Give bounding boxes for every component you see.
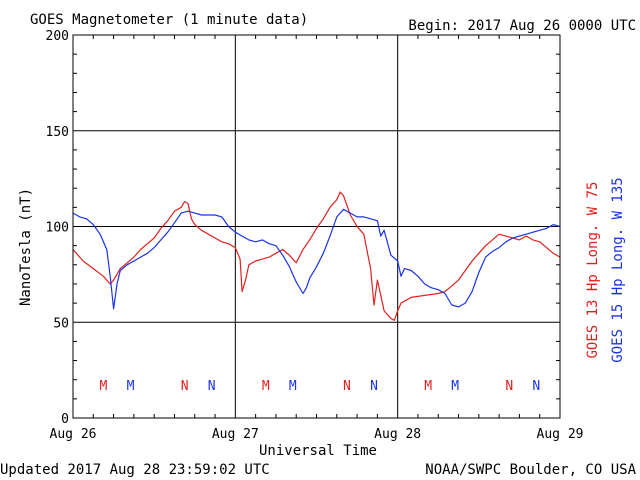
x-axis-label: Universal Time xyxy=(259,443,377,459)
plot-frame xyxy=(72,34,561,419)
x-tick-label: Aug 27 xyxy=(212,427,259,442)
y-tick-label: 100 xyxy=(46,221,69,236)
y-tick-label: 150 xyxy=(46,125,69,140)
x-tick-label: Aug 26 xyxy=(50,427,97,442)
legend-goes13: GOES 13 Hp Long. W 75 xyxy=(585,181,601,358)
x-tick-label: Aug 29 xyxy=(537,427,584,442)
y-tick-label: 50 xyxy=(53,316,69,331)
marker-m-label: M xyxy=(424,379,432,394)
grid xyxy=(73,35,560,418)
marker-n-label: N xyxy=(343,379,351,394)
marker-m-label: M xyxy=(451,379,459,394)
marker-n-label: N xyxy=(532,379,540,394)
legend-goes15: GOES 15 Hp Long. W 135 xyxy=(610,177,626,362)
credit: NOAA/SWPC Boulder, CO USA xyxy=(425,462,636,478)
y-axis-label: NanoTesla (nT) xyxy=(18,188,34,306)
series-goes13-line xyxy=(72,191,561,321)
marker-m-label: M xyxy=(289,379,297,394)
chart-title: GOES Magnetometer (1 minute data) xyxy=(30,12,308,28)
marker-n-label: N xyxy=(370,379,378,394)
series-goes15-line xyxy=(72,208,561,310)
y-tick-label: 0 xyxy=(61,412,69,427)
series-lines xyxy=(72,191,561,321)
marker-n-label: N xyxy=(208,379,216,394)
marker-m-label: M xyxy=(262,379,270,394)
begin-time: Begin: 2017 Aug 26 0000 UTC xyxy=(408,18,636,34)
marker-m-label: M xyxy=(127,379,135,394)
marker-m-label: M xyxy=(100,379,108,394)
marker-n-label: N xyxy=(181,379,189,394)
updated-time: Updated 2017 Aug 28 23:59:02 UTC xyxy=(0,462,270,478)
y-tick-label: 200 xyxy=(46,29,69,44)
marker-n-label: N xyxy=(505,379,513,394)
axis-ticks: 0 50 100 150 200 Aug 26 Aug 27 Aug 28 Aug 29 xyxy=(46,29,584,442)
x-tick-label: Aug 28 xyxy=(374,427,421,442)
